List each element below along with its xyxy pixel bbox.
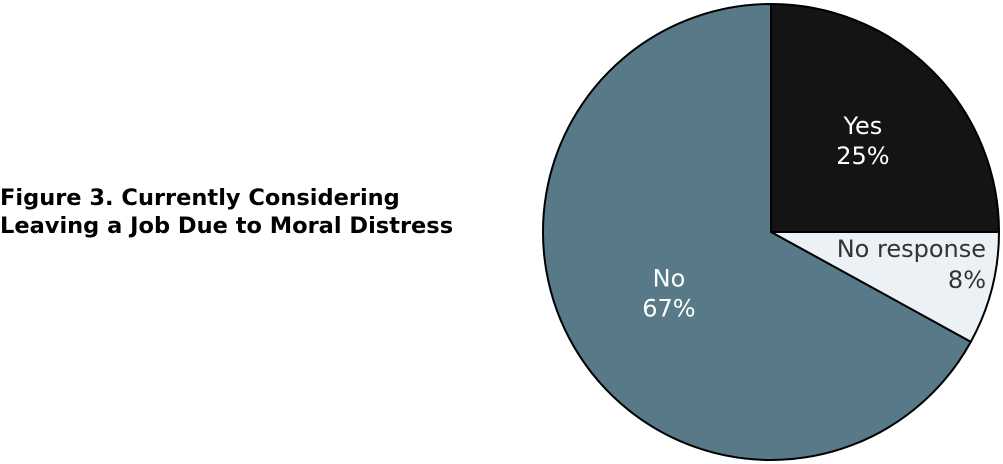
pie-label-no: No 67% <box>642 264 695 322</box>
pie-label-name: Yes <box>843 112 883 140</box>
pie-label-yes: Yes 25% <box>836 112 889 170</box>
chart-title-line-2: Leaving a Job Due to Moral Distress <box>0 213 454 239</box>
pie-label-value: 8% <box>948 266 986 294</box>
pie-slice-yes <box>770 3 1000 233</box>
pie-label-value: 25% <box>836 142 889 170</box>
chart-title: Figure 3. Currently Considering Leaving … <box>0 184 530 240</box>
pie-label-name: No response <box>837 235 986 263</box>
pie-slices <box>542 3 1000 461</box>
pie-slice-no <box>542 3 972 461</box>
pie-slice-no-response <box>770 231 1000 343</box>
pie-labels: Yes 25% No response 8% No 67% <box>642 112 986 322</box>
pie-label-value: 67% <box>642 294 695 322</box>
chart-title-line-1: Figure 3. Currently Considering <box>0 185 400 211</box>
pie-label-no-response: No response 8% <box>837 235 986 294</box>
pie-label-name: No <box>653 264 686 292</box>
